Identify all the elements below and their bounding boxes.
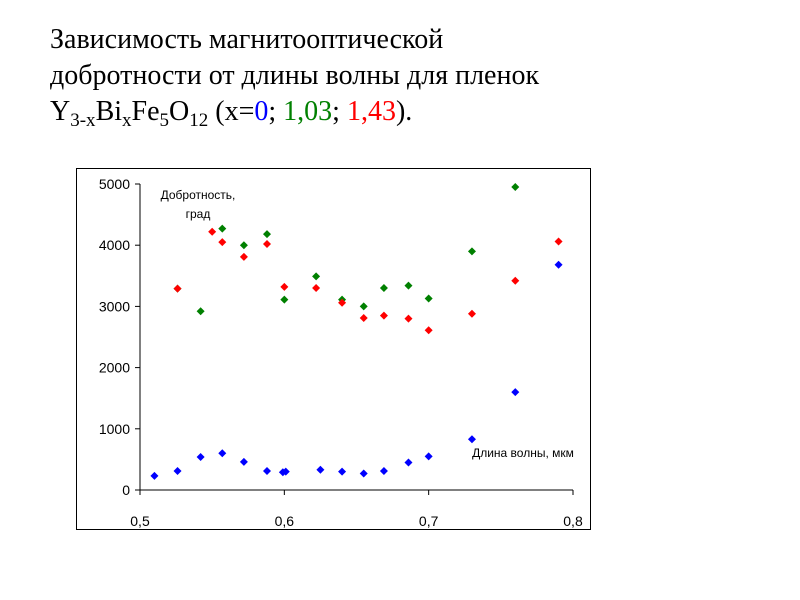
title-line-1: Зависимость магнитооптической <box>50 24 444 55</box>
y-tick-label: 4000 <box>99 237 130 253</box>
data-point-series-2 <box>338 298 347 307</box>
data-point-series-2 <box>359 314 368 323</box>
x-tick-label: 0,7 <box>419 513 439 529</box>
data-point-series-2 <box>218 238 227 247</box>
data-point-series-0 <box>150 471 159 480</box>
axes: 0 1000 2000 3000 4000 5000 0,5 0,6 0,7 0,8 <box>99 176 583 529</box>
y-tick-label: 1000 <box>99 421 130 437</box>
data-point-series-2 <box>239 252 248 261</box>
data-point-series-2 <box>312 284 321 293</box>
data-point-series-1 <box>424 294 433 303</box>
data-point-series-0 <box>263 467 272 476</box>
y-axis-title-line-2: град <box>186 207 211 221</box>
data-point-series-0 <box>196 452 205 461</box>
y-tick-label: 5000 <box>99 176 130 192</box>
data-point-series-1 <box>218 224 227 233</box>
data-point-series-2 <box>554 237 563 246</box>
data-point-series-2 <box>263 239 272 248</box>
data-point-series-1 <box>239 241 248 250</box>
formula-sep-1: ; <box>268 96 284 127</box>
formula-o-sub: 12 <box>189 110 209 131</box>
y-tick-label: 3000 <box>99 298 130 314</box>
data-point-series-1 <box>359 302 368 311</box>
y-axis-title-line-1: Добротность, <box>161 188 236 202</box>
data-point-series-2 <box>379 311 388 320</box>
formula-fe: Fe <box>131 96 160 127</box>
data-point-series-0 <box>379 467 388 476</box>
data-point-series-0 <box>218 449 227 458</box>
data-point-series-0 <box>281 467 290 476</box>
data-point-series-1 <box>467 247 476 256</box>
data-point-series-0 <box>316 465 325 474</box>
data-point-series-2 <box>280 282 289 291</box>
data-point-series-1 <box>511 183 520 192</box>
slide-title: Зависимость магнитооптической добротност… <box>50 22 750 130</box>
data-point-series-0 <box>404 458 413 467</box>
data-point-series-2 <box>404 314 413 323</box>
x-tick-label: 0,6 <box>275 513 295 529</box>
data-point-series-0 <box>467 435 476 444</box>
formula-y-sub: 3-x <box>70 110 96 131</box>
formula-open: (x= <box>208 96 255 127</box>
formula-o: O <box>169 96 190 127</box>
data-point-series-2 <box>173 284 182 293</box>
x-tick-label: 0,5 <box>130 513 150 529</box>
x-axis-title: Длина волны, мкм <box>472 446 574 460</box>
data-point-series-0 <box>338 467 347 476</box>
x-value-1: 1,03 <box>283 96 333 127</box>
data-point-series-0 <box>511 388 520 397</box>
formula-bi-sub: x <box>122 110 132 131</box>
formula-fe-sub: 5 <box>159 110 170 131</box>
data-points <box>150 183 563 480</box>
data-point-series-1 <box>280 295 289 304</box>
x-value-2: 1,43 <box>346 96 396 127</box>
title-line-2: добротности от длины волны для пленок <box>50 60 540 91</box>
y-tick-label: 2000 <box>99 360 130 376</box>
x-tick-label: 0,8 <box>563 513 583 529</box>
data-point-series-2 <box>511 276 520 285</box>
formula-bi: Bi <box>95 96 123 127</box>
data-point-series-1 <box>196 307 205 316</box>
data-point-series-0 <box>173 467 182 476</box>
data-point-series-0 <box>359 469 368 478</box>
x-value-0: 0 <box>254 96 269 127</box>
formula-y: Y <box>50 96 71 127</box>
data-point-series-1 <box>263 230 272 239</box>
data-point-series-0 <box>239 457 248 466</box>
chart-frame <box>76 168 591 530</box>
data-point-series-1 <box>379 284 388 293</box>
data-point-series-2 <box>424 326 433 335</box>
data-point-series-1 <box>312 272 321 281</box>
y-tick-label: 0 <box>122 482 130 498</box>
data-point-series-0 <box>554 260 563 269</box>
data-point-series-2 <box>208 227 217 236</box>
formula-sep-2: ; <box>332 96 347 127</box>
formula-close: ). <box>395 96 413 127</box>
data-point-series-0 <box>424 452 433 461</box>
title-line-3: Y3-xBixFe5O12 (x=0; 1,03; 1,43). <box>50 94 750 130</box>
data-point-series-1 <box>404 281 413 290</box>
data-point-series-2 <box>467 309 476 318</box>
